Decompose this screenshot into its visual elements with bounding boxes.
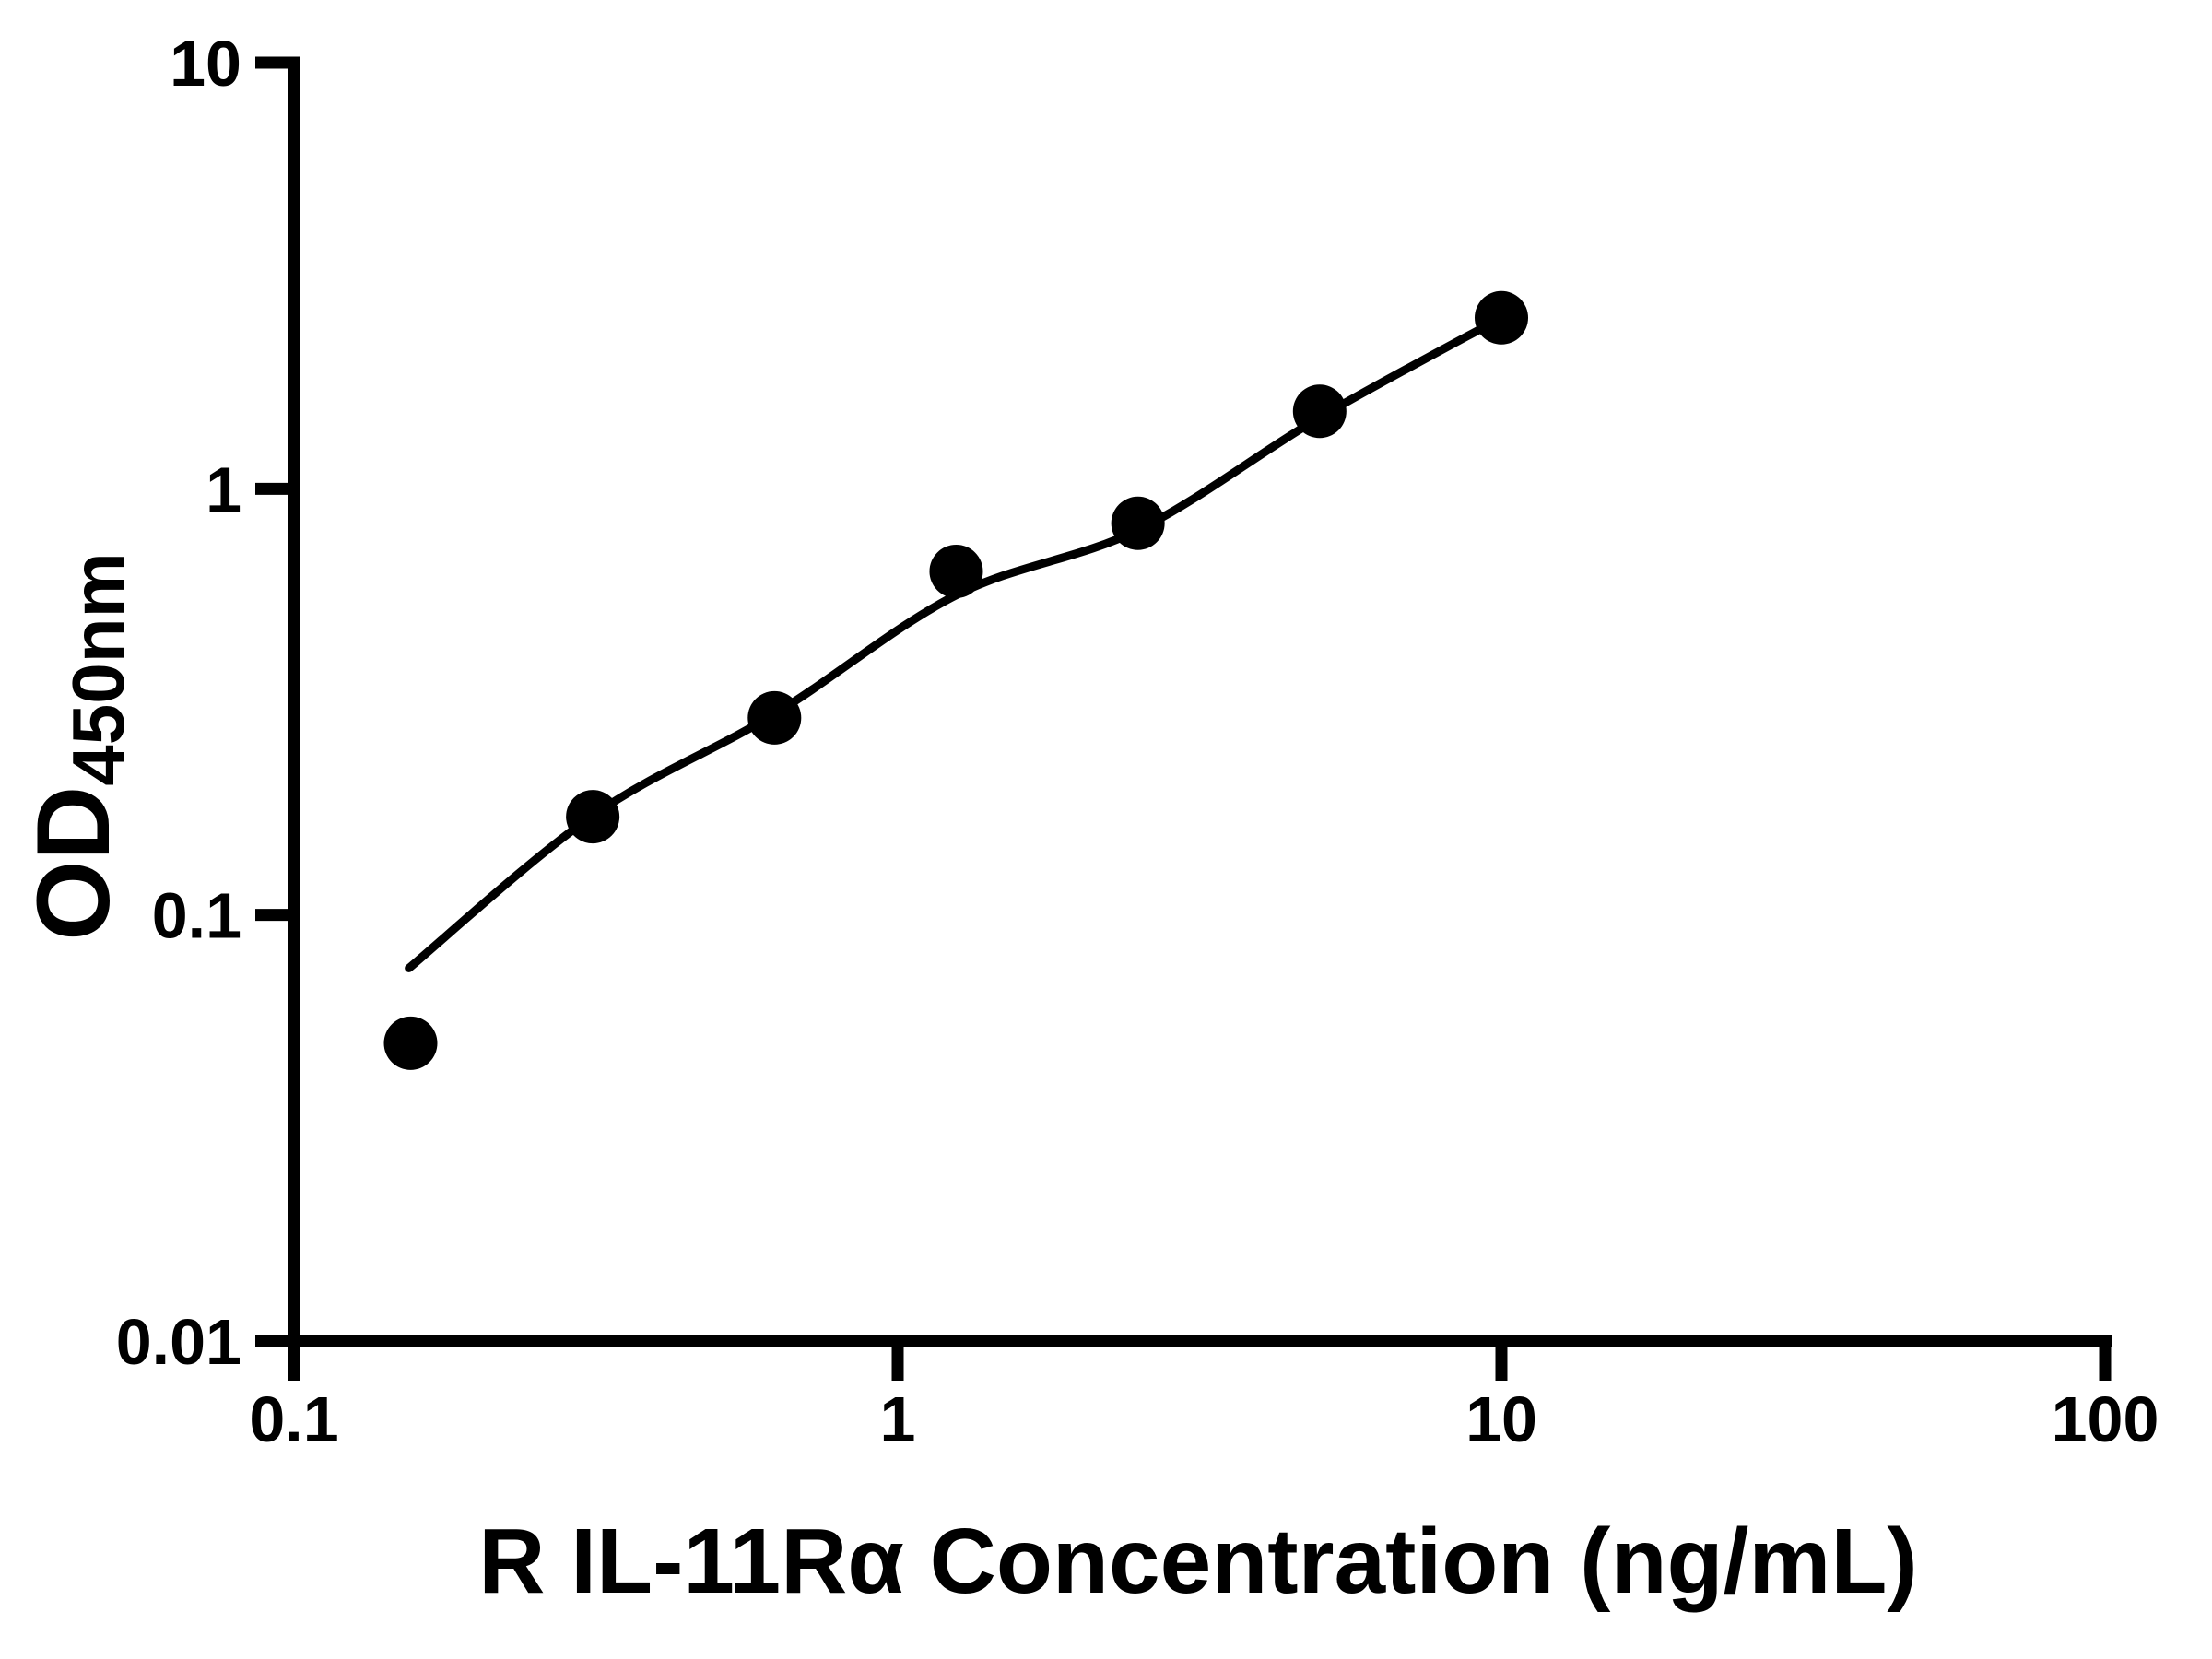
x-tick-labels: 0.1 1 10 100 bbox=[249, 1383, 2159, 1455]
x-tick-label: 10 bbox=[1465, 1383, 1537, 1455]
x-axis-ticks bbox=[288, 1341, 2112, 1381]
data-points bbox=[383, 290, 1528, 1070]
y-tick-label: 1 bbox=[206, 453, 241, 525]
x-tick-label: 100 bbox=[2052, 1383, 2159, 1455]
x-tick-label: 0.1 bbox=[249, 1383, 338, 1455]
y-tick-labels: 10 1 0.1 0.01 bbox=[116, 28, 241, 1378]
y-tick-label: 0.01 bbox=[116, 1306, 241, 1378]
x-axis-title: R IL-11Rα Concentration (ng/mL) bbox=[478, 1510, 1917, 1613]
data-point bbox=[1292, 384, 1347, 439]
data-point bbox=[1475, 290, 1528, 345]
data-point bbox=[747, 690, 802, 745]
data-point bbox=[929, 544, 983, 598]
data-point bbox=[566, 790, 620, 844]
y-axis-ticks bbox=[255, 56, 294, 1347]
data-point bbox=[1111, 496, 1165, 550]
y-tick-label: 10 bbox=[170, 28, 241, 100]
y-axis-title-subscript: 450nm bbox=[57, 552, 139, 785]
y-tick-label: 0.1 bbox=[152, 880, 241, 952]
y-axis-title: OD450nm bbox=[16, 552, 139, 940]
data-point bbox=[383, 1016, 438, 1070]
x-tick-label: 1 bbox=[880, 1383, 916, 1455]
y-axis-title-main: OD bbox=[16, 786, 131, 941]
axes bbox=[288, 56, 2112, 1347]
